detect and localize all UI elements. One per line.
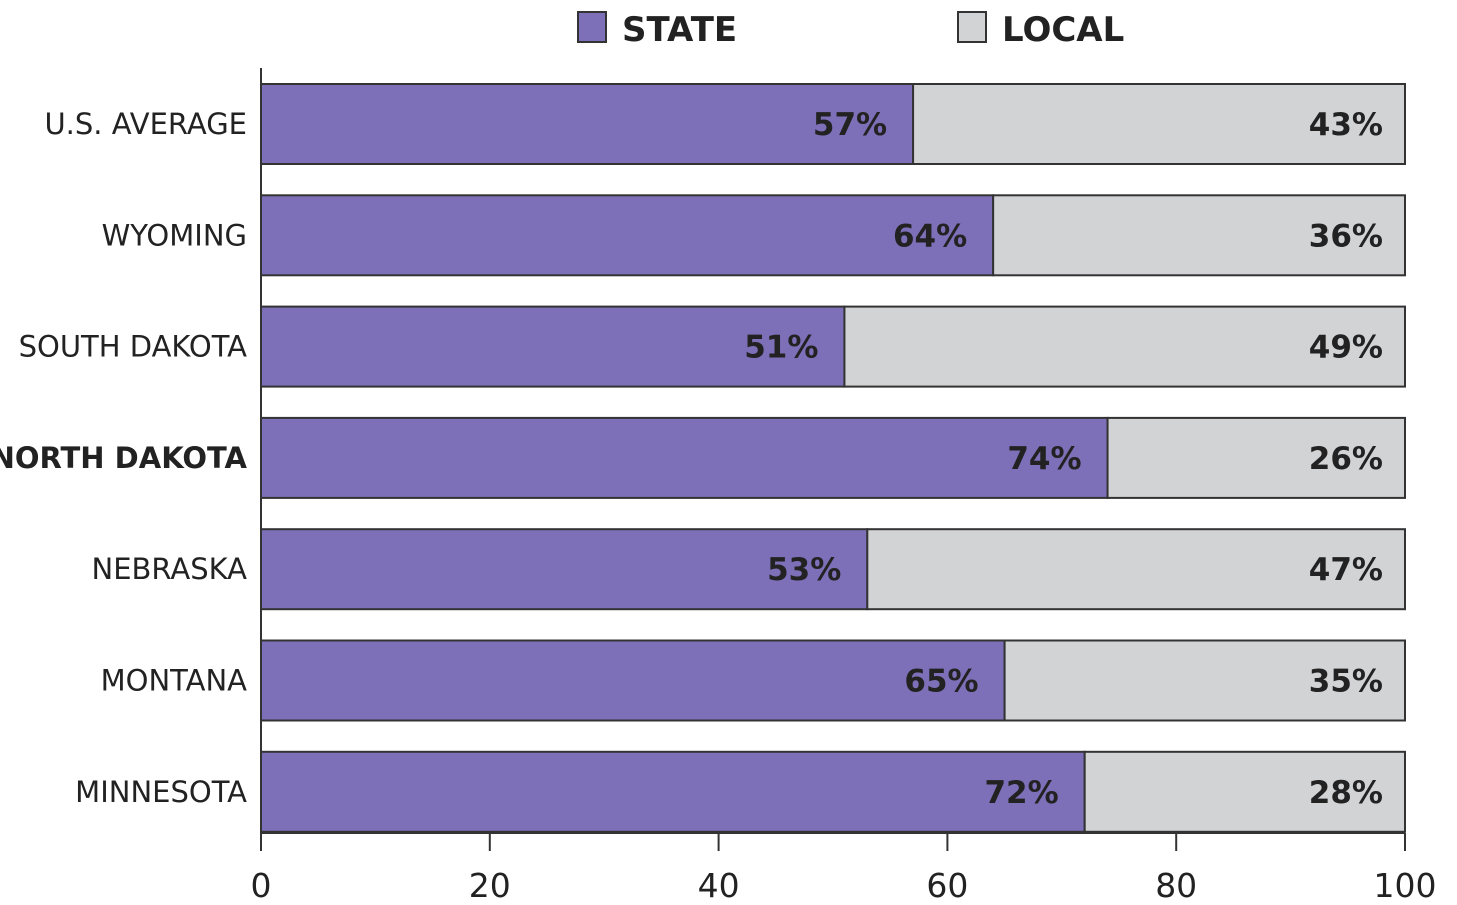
category-label: U.S. AVERAGE [44, 107, 247, 141]
bar-state-montana [260, 639, 1006, 722]
bar-value-label: 74% [1007, 441, 1081, 477]
bar-value-label: 57% [813, 107, 887, 143]
category-label: MONTANA [101, 664, 248, 698]
legend-label-state: STATE [622, 10, 737, 50]
bar-local-north-dakota [1106, 416, 1407, 499]
legend-label-local: LOCAL [1002, 10, 1124, 50]
bar-value-label: 53% [767, 552, 841, 588]
bar-value-label: 35% [1309, 664, 1383, 700]
bar-local-south-dakota [843, 305, 1406, 388]
bar-state-nebraska [260, 528, 869, 611]
x-tick-label: 0 [251, 866, 272, 905]
bar-value-label: 72% [984, 775, 1058, 811]
bar-state-north-dakota [260, 416, 1109, 499]
category-label: MINNESOTA [75, 775, 247, 809]
x-tick-label: 60 [926, 866, 968, 905]
legend: STATE LOCAL [577, 10, 1124, 50]
bar-value-label: 51% [744, 330, 818, 366]
category-labels: U.S. AVERAGE WYOMING SOUTH DAKOTA NORTH DAK… [0, 107, 248, 809]
bar-state-south-dakota [260, 305, 846, 388]
legend-swatch-state [577, 11, 607, 43]
bar-value-label: 49% [1309, 330, 1383, 366]
bar-local-montana [1003, 639, 1406, 722]
x-tick-label: 100 [1374, 866, 1437, 905]
x-tick-label: 80 [1155, 866, 1197, 905]
bars-group: 57% 43% 64% 36% 51% 49% 74% 26% 53% 47% 65% 35% 72% 2… [260, 83, 1407, 833]
bar-local-u-s-average [912, 83, 1407, 165]
bar-value-label: 64% [893, 218, 967, 254]
category-label: WYOMING [102, 218, 247, 252]
bar-value-label: 65% [904, 664, 978, 700]
bar-value-label: 26% [1309, 441, 1383, 477]
bar-state-minnesota [260, 750, 1086, 833]
x-axis: 0 20 40 60 80 100 [251, 68, 1437, 905]
x-tick-label: 20 [469, 866, 511, 905]
bar-state-wyoming [260, 194, 995, 277]
bar-value-label: 36% [1309, 218, 1383, 254]
bar-local-wyoming [992, 194, 1406, 277]
x-tick-label: 40 [698, 866, 740, 905]
bar-value-label: 43% [1309, 107, 1383, 143]
bar-local-nebraska [866, 528, 1406, 611]
bar-value-label: 28% [1309, 775, 1383, 811]
category-label: SOUTH DAKOTA [19, 330, 248, 364]
category-label: NEBRASKA [92, 552, 248, 586]
legend-swatch-local [957, 11, 987, 43]
bar-state-u-s-average [260, 83, 915, 165]
bar-value-label: 47% [1309, 552, 1383, 588]
category-label: NORTH DAKOTA [0, 441, 248, 475]
bar-local-minnesota [1083, 750, 1407, 833]
